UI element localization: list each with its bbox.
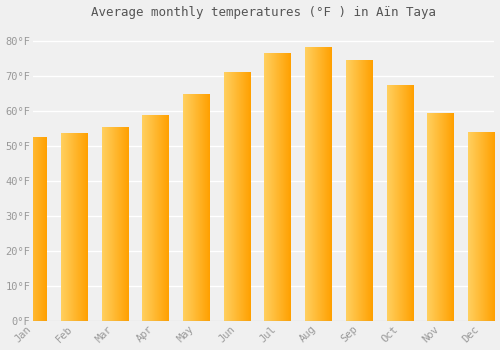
Title: Average monthly temperatures (°F ) in Aïn Taya: Average monthly temperatures (°F ) in Aï… [92,6,436,19]
